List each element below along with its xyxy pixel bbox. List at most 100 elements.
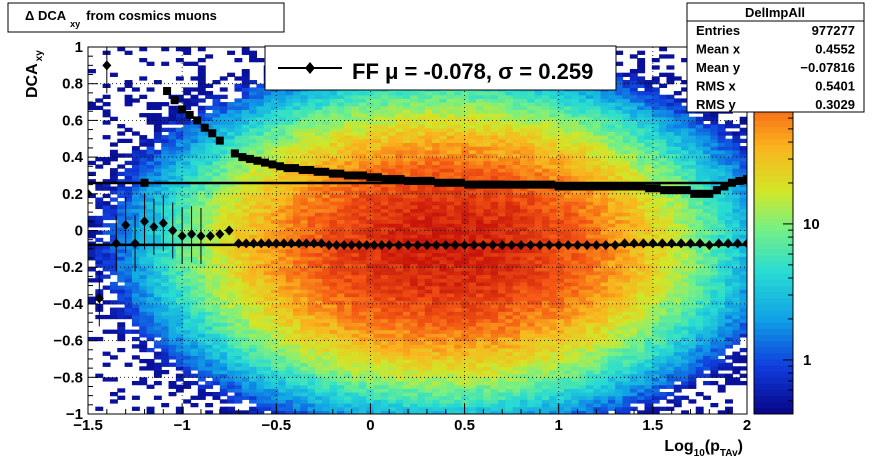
heatmap-cell [161, 226, 170, 232]
heatmap-cell [300, 230, 309, 235]
heatmap-cell [314, 347, 323, 353]
heatmap-cell [168, 146, 177, 151]
heatmap-cell [234, 212, 243, 217]
heatmap-cell [432, 113, 441, 118]
heatmap-cell [278, 303, 287, 309]
heatmap-cell [263, 278, 272, 283]
heatmap-cell [183, 149, 192, 155]
heatmap-cell [380, 164, 389, 169]
heatmap-cell [329, 329, 338, 334]
heatmap-cell [293, 208, 301, 213]
heatmap-cell [153, 197, 162, 202]
heatmap-cell [322, 226, 331, 232]
heatmap-cell [131, 259, 140, 265]
heatmap-cell [358, 223, 367, 228]
heatmap-cell [468, 351, 477, 356]
heatmap-cell [498, 116, 506, 121]
heatmap-cell [212, 171, 221, 177]
heatmap-cell [476, 223, 484, 228]
heatmap-cell [278, 186, 287, 191]
heatmap-cell [249, 270, 258, 276]
heatmap-cell [285, 131, 294, 136]
heatmap-cell [219, 399, 228, 404]
heatmap-cell [417, 98, 426, 103]
heatmap-cell [344, 395, 353, 400]
heatmap-cell [454, 160, 463, 166]
heatmap-cell [161, 201, 170, 206]
heatmap-cell [329, 190, 338, 195]
heatmap-cell [461, 230, 470, 235]
heatmap-cell [205, 91, 214, 96]
heatmap-cell [219, 215, 228, 221]
heatmap-cell [109, 149, 118, 155]
heatmap-cell [183, 164, 192, 169]
heatmap-cell [329, 274, 338, 279]
heatmap-cell [227, 146, 236, 151]
heatmap-cell [131, 149, 140, 155]
heatmap-cell [432, 256, 441, 261]
heatmap-cell [227, 142, 236, 147]
heatmap-cell [285, 263, 294, 268]
heatmap-cell [219, 322, 228, 327]
heatmap-cell [88, 179, 96, 184]
heatmap-cell [131, 223, 140, 228]
heatmap-cell [454, 281, 463, 287]
heatmap-cell [190, 193, 199, 199]
heatmap-cell [293, 267, 301, 272]
heatmap-cell [124, 230, 133, 235]
heatmap-cell [461, 270, 470, 276]
heatmap-cell [373, 358, 382, 364]
heatmap-cell [153, 263, 162, 268]
heatmap-cell [329, 340, 338, 345]
heatmap-cell [410, 329, 419, 334]
heatmap-cell [468, 109, 477, 114]
heatmap-cell [278, 120, 287, 125]
heatmap-cell [373, 190, 382, 195]
heatmap-cell [366, 215, 375, 221]
heatmap-cell [366, 131, 375, 136]
heatmap-cell [146, 171, 155, 177]
heatmap-cell [263, 377, 272, 382]
heatmap-cell [417, 204, 426, 210]
heatmap-cell [219, 292, 228, 298]
heatmap-cell [249, 94, 258, 99]
heatmap-cell [498, 131, 506, 136]
heatmap-cell [190, 347, 199, 353]
heatmap-cell [395, 223, 404, 228]
heatmap-cell [351, 135, 360, 140]
heatmap-cell [446, 91, 455, 96]
heatmap-cell [395, 146, 404, 151]
heatmap-cell [256, 179, 265, 184]
heatmap-cell [139, 259, 148, 265]
heatmap-cell [197, 369, 206, 375]
heatmap-cell [490, 193, 499, 199]
heatmap-cell [490, 223, 499, 228]
heatmap-cell [241, 377, 250, 382]
heatmap-cell [395, 149, 404, 155]
heatmap-cell [212, 197, 221, 202]
heatmap-cell [197, 69, 206, 74]
heatmap-cell [344, 212, 353, 217]
heatmap-cell [307, 252, 316, 257]
heatmap-cell [109, 197, 118, 202]
heatmap-cell [241, 87, 250, 92]
heatmap-cell [454, 142, 463, 147]
heatmap-cell [483, 223, 492, 228]
heatmap-cell [227, 377, 236, 382]
heatmap-cell [490, 410, 499, 414]
heatmap-cell [139, 226, 148, 232]
heatmap-cell [278, 223, 287, 228]
heatmap-cell [476, 351, 484, 356]
heatmap-cell [358, 351, 367, 356]
heatmap-cell [131, 281, 140, 287]
heatmap-cell [358, 160, 367, 166]
heatmap-cell [329, 204, 338, 210]
heatmap-cell [117, 248, 126, 254]
heatmap-cell [175, 270, 184, 276]
heatmap-cell [373, 168, 382, 173]
heatmap-cell [461, 300, 470, 305]
heatmap-cell [307, 146, 316, 151]
heatmap-cell [183, 355, 192, 360]
heatmap-cell [227, 105, 236, 110]
heatmap-cell [388, 358, 397, 364]
